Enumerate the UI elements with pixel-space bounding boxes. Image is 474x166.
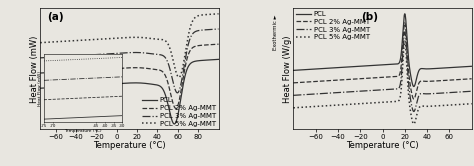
- PCL 5% Ag-MMT: [321, 105, 327, 107]
- Line: PCL 2% Ag-MMT: PCL 2% Ag-MMT: [293, 23, 472, 99]
- PCL 3% Ag-MMT: [37, 57, 43, 59]
- PCL 2% Ag-MMT: [173, 107, 179, 109]
- PCL 2% Ag-MMT: [216, 43, 221, 45]
- PCL 3% Ag-MMT: [411, 111, 417, 113]
- X-axis label: Temperature (°C): Temperature (°C): [93, 141, 166, 150]
- PCL 5% Ag-MMT: [366, 102, 372, 104]
- PCL 2% Ag-MMT: [411, 98, 417, 100]
- PCL 5% Ag-MMT: [176, 76, 182, 78]
- PCL 2% Ag-MMT: [68, 70, 74, 72]
- PCL 2% Ag-MMT: [469, 78, 474, 80]
- PCL 3% Ag-MMT: [465, 90, 471, 92]
- PCL 3% Ag-MMT: [216, 28, 221, 30]
- Line: PCL 5% Ag-MMT: PCL 5% Ag-MMT: [40, 14, 219, 77]
- Legend: PCL, PCL 2% Ag-MMT, PCL 3% Ag-MMT, PCL 5% Ag-MMT: PCL, PCL 2% Ag-MMT, PCL 3% Ag-MMT, PCL 5…: [141, 97, 217, 127]
- PCL: [469, 65, 474, 67]
- PCL 2% Ag-MMT: [311, 81, 317, 83]
- PCL 5% Ag-MMT: [68, 40, 74, 42]
- PCL 5% Ag-MMT: [469, 103, 474, 105]
- PCL 2% Ag-MMT: [366, 77, 372, 79]
- Line: PCL: PCL: [293, 14, 472, 86]
- PCL 2% Ag-MMT: [321, 80, 327, 82]
- PCL 5% Ag-MMT: [113, 37, 119, 39]
- PCL 5% Ag-MMT: [465, 103, 471, 105]
- PCL 2% Ag-MMT: [446, 79, 452, 81]
- PCL 3% Ag-MMT: [321, 92, 327, 94]
- PCL: [58, 86, 64, 88]
- PCL 3% Ag-MMT: [193, 30, 199, 32]
- PCL 2% Ag-MMT: [291, 82, 296, 84]
- PCL 3% Ag-MMT: [68, 55, 74, 57]
- PCL: [465, 66, 471, 68]
- PCL: [193, 60, 199, 62]
- Line: PCL: PCL: [40, 59, 219, 124]
- PCL 2% Ag-MMT: [37, 72, 43, 74]
- PCL 3% Ag-MMT: [106, 53, 111, 55]
- PCL 3% Ag-MMT: [366, 90, 372, 92]
- PCL 3% Ag-MMT: [113, 52, 119, 54]
- PCL 3% Ag-MMT: [174, 92, 180, 94]
- PCL: [216, 58, 221, 60]
- Line: PCL 3% Ag-MMT: PCL 3% Ag-MMT: [40, 29, 219, 93]
- PCL: [113, 83, 119, 85]
- PCL 2% Ag-MMT: [465, 78, 471, 80]
- Line: PCL 3% Ag-MMT: PCL 3% Ag-MMT: [293, 32, 472, 112]
- PCL 2% Ag-MMT: [212, 43, 218, 45]
- PCL 5% Ag-MMT: [106, 38, 111, 40]
- PCL 3% Ag-MMT: [446, 92, 452, 94]
- PCL 2% Ag-MMT: [106, 68, 111, 70]
- PCL: [106, 83, 111, 85]
- PCL: [291, 69, 296, 71]
- PCL 5% Ag-MMT: [216, 13, 221, 15]
- PCL 5% Ag-MMT: [359, 103, 365, 105]
- PCL 5% Ag-MMT: [58, 41, 64, 42]
- Line: PCL 2% Ag-MMT: PCL 2% Ag-MMT: [40, 44, 219, 108]
- PCL 3% Ag-MMT: [469, 90, 474, 92]
- PCL 5% Ag-MMT: [411, 123, 417, 125]
- PCL 5% Ag-MMT: [37, 42, 43, 44]
- PCL 3% Ag-MMT: [359, 90, 365, 92]
- PCL 5% Ag-MMT: [311, 106, 317, 108]
- PCL: [311, 68, 317, 70]
- PCL 5% Ag-MMT: [291, 107, 296, 109]
- PCL: [321, 68, 327, 70]
- PCL: [68, 85, 74, 87]
- PCL: [411, 85, 417, 87]
- PCL 5% Ag-MMT: [402, 40, 408, 42]
- PCL: [446, 67, 452, 69]
- PCL 2% Ag-MMT: [193, 45, 199, 47]
- PCL 2% Ag-MMT: [359, 78, 365, 80]
- PCL 2% Ag-MMT: [402, 22, 408, 24]
- PCL: [359, 65, 365, 67]
- PCL: [172, 123, 177, 125]
- PCL 5% Ag-MMT: [212, 13, 218, 15]
- Line: PCL 5% Ag-MMT: PCL 5% Ag-MMT: [293, 41, 472, 124]
- PCL 3% Ag-MMT: [402, 31, 408, 33]
- Text: Exothermic ►: Exothermic ►: [273, 15, 278, 50]
- Y-axis label: Heat Flow (W/g): Heat Flow (W/g): [283, 35, 292, 103]
- Text: (a): (a): [47, 12, 64, 22]
- PCL 3% Ag-MMT: [311, 93, 317, 95]
- PCL 2% Ag-MMT: [58, 71, 64, 73]
- PCL: [212, 59, 218, 61]
- Y-axis label: Heat Flow (mW): Heat Flow (mW): [30, 35, 39, 103]
- PCL 5% Ag-MMT: [446, 104, 452, 106]
- PCL 5% Ag-MMT: [193, 16, 199, 18]
- PCL: [402, 13, 408, 15]
- X-axis label: Temperature (°C): Temperature (°C): [346, 141, 419, 150]
- Legend: PCL, PCL 2% Ag-MMT, PCL 3% Ag-MMT, PCL 5% Ag-MMT: PCL, PCL 2% Ag-MMT, PCL 3% Ag-MMT, PCL 5…: [295, 10, 371, 41]
- PCL 3% Ag-MMT: [212, 28, 218, 30]
- PCL 2% Ag-MMT: [113, 68, 119, 70]
- PCL 3% Ag-MMT: [58, 56, 64, 58]
- PCL: [366, 65, 372, 67]
- PCL: [37, 87, 43, 89]
- Text: (b): (b): [361, 12, 378, 22]
- PCL 3% Ag-MMT: [291, 94, 296, 96]
